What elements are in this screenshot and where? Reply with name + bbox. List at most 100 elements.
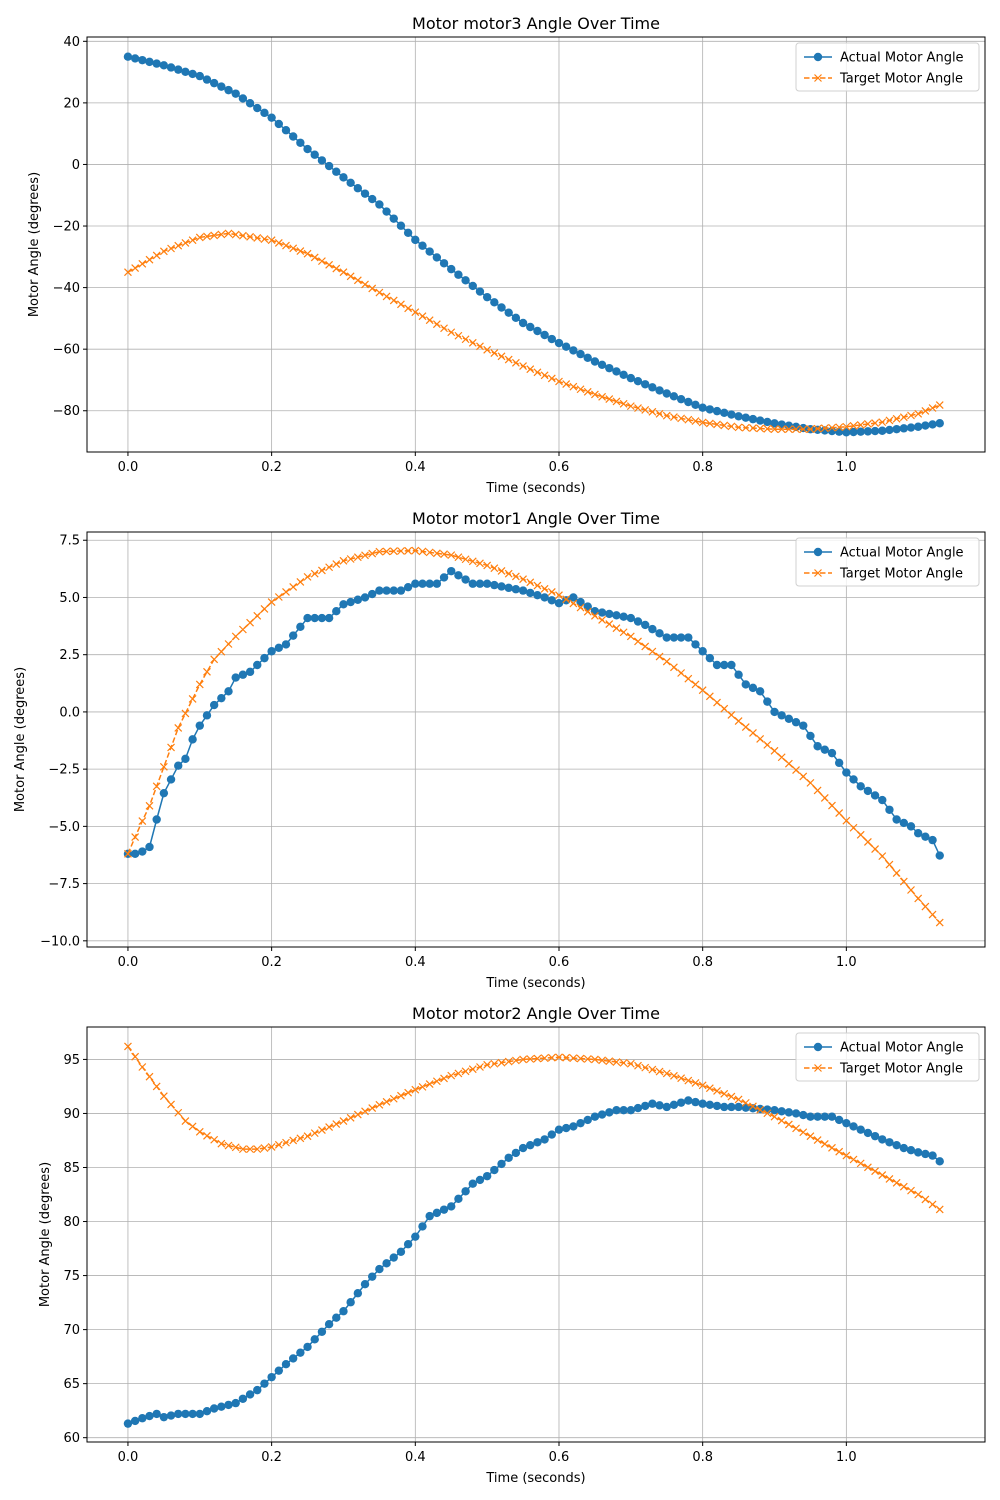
actual-point bbox=[741, 680, 750, 689]
target-point bbox=[634, 637, 642, 646]
target-point bbox=[511, 358, 520, 367]
target-point bbox=[253, 234, 262, 242]
target-point bbox=[267, 1143, 276, 1151]
actual-point bbox=[842, 768, 851, 777]
target-point bbox=[418, 312, 427, 321]
target-point bbox=[820, 794, 829, 802]
target-point bbox=[260, 1144, 269, 1152]
x-tick-label: 0.8 bbox=[692, 460, 713, 475]
actual-point bbox=[260, 653, 269, 663]
target-point bbox=[727, 422, 736, 431]
actual-point bbox=[662, 633, 671, 642]
actual-point bbox=[332, 167, 341, 176]
target-point bbox=[612, 1058, 621, 1066]
actual-point bbox=[583, 353, 592, 362]
actual-point bbox=[906, 1146, 916, 1155]
actual-point bbox=[849, 775, 858, 784]
target-point bbox=[181, 239, 190, 247]
target-point bbox=[224, 1141, 233, 1150]
actual-point bbox=[597, 608, 607, 617]
target-point bbox=[310, 569, 319, 578]
actual-point bbox=[461, 575, 470, 584]
actual-point bbox=[921, 1149, 930, 1159]
target-point bbox=[397, 300, 405, 309]
target-point bbox=[432, 320, 441, 329]
target-point bbox=[612, 397, 621, 406]
target-point bbox=[325, 260, 334, 269]
target-point bbox=[784, 759, 793, 768]
actual-point bbox=[727, 660, 736, 670]
target-point bbox=[928, 404, 937, 412]
target-point bbox=[454, 331, 463, 340]
target-point bbox=[346, 1113, 355, 1122]
target-point bbox=[188, 1122, 197, 1131]
y-tick-label: 70 bbox=[63, 1323, 80, 1338]
actual-point bbox=[813, 742, 822, 751]
target-point bbox=[174, 1108, 183, 1117]
actual-point bbox=[626, 613, 636, 623]
target-point bbox=[425, 1080, 434, 1088]
actual-point bbox=[202, 1406, 212, 1416]
target-point bbox=[432, 549, 441, 558]
actual-point bbox=[755, 687, 765, 696]
actual-point bbox=[655, 1101, 664, 1110]
y-tick-label: 5.0 bbox=[59, 591, 80, 606]
target-point bbox=[770, 425, 779, 434]
actual-point bbox=[238, 1394, 248, 1403]
actual-point bbox=[878, 795, 887, 805]
target-point bbox=[598, 615, 607, 624]
actual-point bbox=[705, 653, 715, 663]
target-point bbox=[670, 663, 678, 672]
target-point bbox=[411, 546, 420, 555]
actual-point bbox=[547, 596, 557, 605]
actual-point bbox=[777, 1107, 786, 1116]
target-point bbox=[907, 411, 915, 420]
y-tick-label: −5.0 bbox=[48, 820, 80, 835]
actual-point bbox=[913, 1148, 923, 1157]
target-point bbox=[619, 1058, 628, 1067]
target-point bbox=[705, 692, 714, 701]
target-point bbox=[763, 740, 772, 749]
target-point bbox=[892, 414, 901, 423]
actual-point bbox=[590, 1112, 600, 1121]
actual-point bbox=[174, 1409, 183, 1419]
actual-point bbox=[497, 303, 506, 312]
target-point bbox=[612, 624, 621, 633]
actual-point bbox=[181, 67, 190, 76]
actual-point bbox=[669, 633, 679, 642]
target-point bbox=[677, 669, 686, 677]
target-point bbox=[224, 640, 233, 648]
actual-point bbox=[432, 579, 442, 588]
target-point bbox=[210, 655, 219, 664]
actual-point bbox=[418, 1222, 427, 1231]
actual-point bbox=[906, 822, 916, 831]
actual-point bbox=[166, 1411, 176, 1420]
target-point bbox=[806, 778, 815, 787]
target-point bbox=[174, 724, 183, 732]
actual-point bbox=[130, 849, 140, 859]
actual-point bbox=[892, 424, 901, 434]
target-point bbox=[720, 1089, 729, 1098]
target-point bbox=[605, 1057, 614, 1066]
actual-point bbox=[274, 1366, 284, 1375]
actual-point bbox=[820, 745, 829, 754]
legend-label-target: Target Motor Angle bbox=[839, 1062, 963, 1077]
target-point bbox=[763, 424, 772, 433]
actual-point bbox=[806, 731, 815, 741]
actual-point bbox=[181, 754, 190, 764]
target-point bbox=[547, 588, 556, 596]
target-point bbox=[138, 817, 147, 825]
target-point bbox=[497, 566, 506, 575]
actual-point bbox=[913, 422, 923, 431]
actual-point bbox=[138, 1414, 147, 1423]
x-tick-label: 1.0 bbox=[836, 460, 857, 475]
target-point bbox=[734, 1095, 743, 1104]
target-point bbox=[440, 550, 448, 559]
target-point bbox=[828, 423, 836, 432]
actual-point bbox=[482, 292, 492, 302]
actual-point bbox=[526, 588, 535, 598]
target-point bbox=[741, 1098, 750, 1107]
legend-box bbox=[795, 537, 980, 587]
legend-box bbox=[795, 1032, 980, 1082]
actual-point bbox=[195, 1409, 204, 1419]
